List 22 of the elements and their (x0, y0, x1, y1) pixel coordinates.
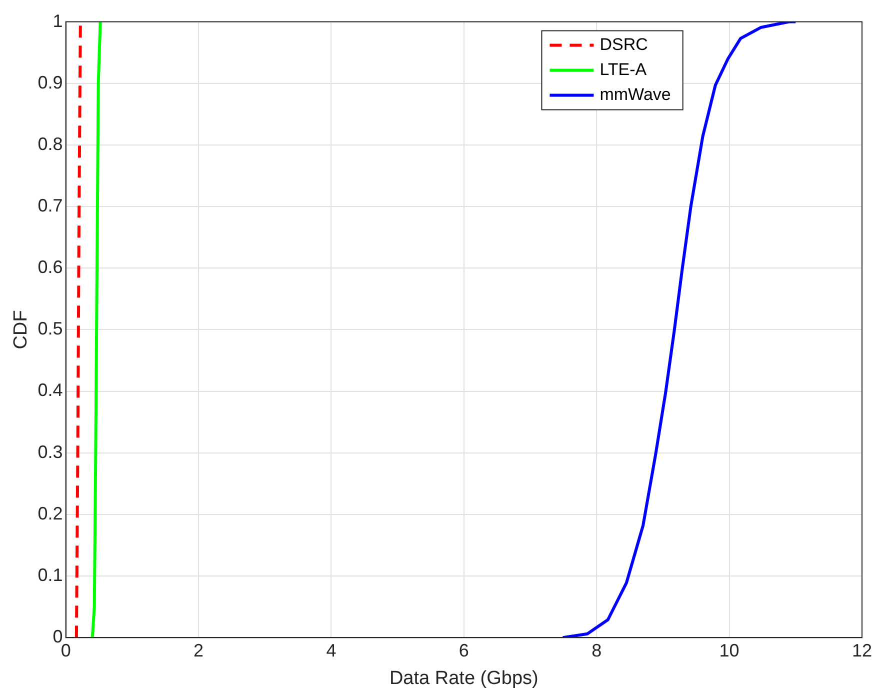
x-axis-title: Data Rate (Gbps) (389, 668, 538, 689)
y-tick-label: 0.5 (38, 318, 63, 339)
x-tick-label: 8 (592, 640, 602, 660)
y-tick-label: 0.9 (38, 72, 63, 92)
y-tick-label: 0.8 (38, 134, 63, 154)
x-tick-label: 10 (719, 640, 740, 660)
y-tick-label: 0.2 (38, 503, 63, 524)
y-tick-label: 0.6 (38, 257, 63, 278)
x-tick-label: 6 (458, 640, 469, 660)
y-tick-label: 0.3 (38, 442, 63, 462)
x-tick-label: 4 (326, 640, 336, 660)
y-tick-label: 1 (52, 10, 63, 31)
y-axis-title: CDF (10, 310, 32, 350)
legend-label: DSRC (600, 34, 648, 54)
y-tick-label: 0.7 (38, 196, 63, 216)
y-tick-label: 0 (52, 626, 63, 647)
legend-label: mmWave (600, 84, 671, 104)
y-tick-label: 0.1 (38, 564, 63, 585)
legend-label: LTE-A (600, 60, 648, 79)
x-tick-label: 12 (852, 640, 872, 660)
x-tick-label: 2 (194, 640, 204, 660)
y-tick-label: 0.4 (38, 380, 63, 400)
